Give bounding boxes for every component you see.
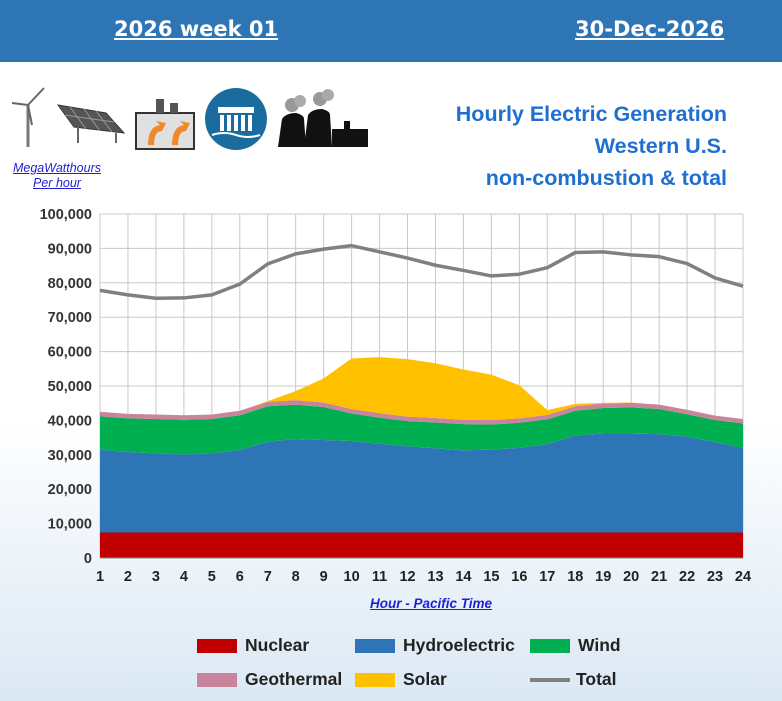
x-tick-label: 19: [595, 569, 611, 585]
x-tick-label: 23: [707, 569, 723, 585]
y-tick-label: 90,000: [48, 241, 92, 257]
legend-swatch-wind: [530, 638, 570, 653]
legend-total: Total: [530, 669, 617, 690]
x-tick-label: 4: [180, 569, 188, 585]
x-tick-label: 16: [511, 569, 527, 585]
legend-line-total: [530, 677, 570, 682]
legend-swatch-geothermal: [197, 672, 237, 687]
x-tick-label: 11: [372, 569, 387, 585]
y-tick-label: 20,000: [48, 482, 92, 498]
hydro-dam-icon: [205, 88, 267, 150]
x-tick-label: 24: [735, 569, 751, 585]
header-banner: 2026 week 01 30-Dec-2026: [0, 0, 782, 62]
x-tick-label: 13: [427, 569, 443, 585]
total-line: [99, 243, 744, 301]
x-tick-label: 9: [320, 569, 328, 585]
nuclear-plant-icon: [278, 89, 368, 147]
y-tick-label: 80,000: [48, 276, 92, 292]
area-geothermal: [100, 400, 743, 425]
y-tick-label: 30,000: [48, 448, 92, 464]
x-tick-label: 22: [679, 569, 695, 585]
y-tick-label: 10,000: [48, 517, 92, 533]
legend-nuclear: Nuclear: [197, 635, 309, 656]
wind-turbine-icon: [11, 87, 45, 147]
legend-swatch-nuclear: [197, 638, 237, 653]
y-tick-label: 50,000: [48, 379, 92, 395]
title-line-2: Western U.S.: [594, 134, 727, 158]
legend: Nuclear Hydroelectric Wind Geothermal So…: [0, 630, 782, 700]
area-solar: [100, 357, 743, 421]
legend-swatch-solar: [355, 672, 395, 687]
legend-geothermal: Geothermal: [197, 669, 342, 690]
x-tick-label: 6: [236, 569, 244, 585]
legend-wind: Wind: [530, 635, 621, 656]
date-label: 30-Dec-2026: [575, 17, 725, 41]
geothermal-plant-icon: [135, 99, 195, 150]
y-tick-label: 0: [84, 551, 92, 567]
x-tick-label: 18: [567, 569, 583, 585]
y-tick-label: 70,000: [48, 310, 92, 326]
y-tick-label: 100,000: [40, 207, 92, 223]
x-tick-label: 17: [539, 569, 555, 585]
y-tick-label: 40,000: [48, 413, 92, 429]
week-label: 2026 week 01: [114, 17, 279, 41]
x-tick-label: 10: [344, 569, 360, 585]
x-tick-label: 20: [623, 569, 639, 585]
legend-swatch-hydroelectric: [355, 638, 395, 653]
legend-solar: Solar: [355, 669, 447, 690]
x-tick-label: 5: [208, 569, 216, 585]
x-tick-label: 12: [399, 569, 415, 585]
x-axis-title: Hour - Pacific Time: [370, 596, 493, 611]
solar-panel-icon: [56, 104, 126, 143]
chart-title: Hourly Electric Generation Western U.S. …: [456, 98, 727, 194]
x-tick-label: 21: [651, 569, 667, 585]
area-hydroelectric: [100, 433, 743, 533]
title-line-3: non-combustion & total: [485, 166, 727, 190]
y-tick-label: 60,000: [48, 345, 92, 361]
x-tick-label: 1: [96, 569, 104, 585]
unit-label: MegaWatthours Per hour: [12, 161, 101, 190]
x-tick-label: 14: [455, 569, 471, 585]
area-wind: [100, 404, 743, 455]
x-tick-label: 7: [264, 569, 272, 585]
legend-hydroelectric: Hydroelectric: [355, 635, 515, 656]
generation-icons: [11, 87, 368, 150]
x-tick-label: 2: [124, 569, 132, 585]
x-tick-label: 15: [483, 569, 499, 585]
x-tick-label: 8: [292, 569, 300, 585]
area-nuclear: [100, 532, 743, 558]
title-line-1: Hourly Electric Generation: [455, 102, 727, 126]
x-tick-label: 3: [152, 569, 160, 585]
